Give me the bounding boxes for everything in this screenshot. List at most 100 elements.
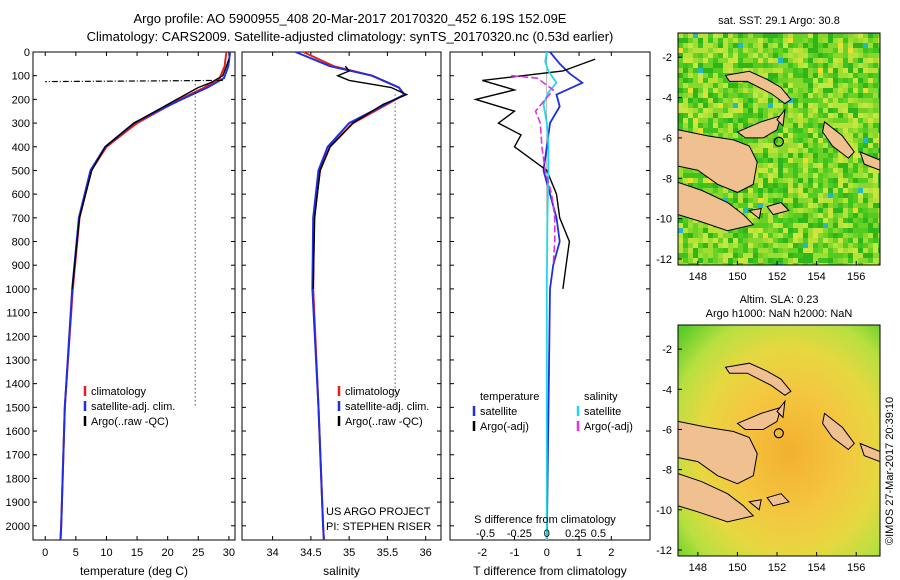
sst-cell — [753, 33, 758, 38]
sst-cell — [813, 248, 818, 253]
sst-cell — [808, 33, 813, 38]
sst-cell — [763, 213, 768, 218]
sst-cell — [753, 178, 758, 183]
sst-cell — [853, 218, 858, 223]
sst-cell — [733, 43, 738, 48]
sst-cell — [873, 208, 878, 213]
sst-cell — [718, 233, 723, 238]
sst-cell — [688, 228, 693, 233]
sst-cell — [803, 93, 808, 98]
sst-cell — [778, 133, 783, 138]
sst-cell — [733, 103, 738, 108]
land-mass — [776, 399, 786, 419]
sst-cell — [753, 228, 758, 233]
sst-cell — [803, 143, 808, 148]
sst-cell — [868, 183, 873, 188]
sst-cell — [763, 243, 768, 248]
sst-cell — [788, 168, 793, 173]
sst-cell — [703, 228, 708, 233]
sst-cell — [773, 153, 778, 158]
sst-cell — [728, 108, 733, 113]
sst-cell — [878, 213, 880, 218]
sst-cell — [813, 253, 818, 258]
sst-cell — [868, 43, 873, 48]
sst-cell — [833, 68, 838, 73]
sst-cell — [843, 133, 848, 138]
sst-cell — [873, 133, 878, 138]
sst-cell — [878, 73, 880, 78]
sst-cell — [693, 123, 698, 128]
sst-cell — [763, 113, 768, 118]
sst-cell — [828, 168, 833, 173]
sst-cell — [693, 48, 698, 53]
legend-label: Argo(..raw -QC) — [345, 416, 423, 428]
sst-cell — [773, 238, 778, 243]
sst-cell — [783, 143, 788, 148]
sst-cell — [823, 218, 828, 223]
sst-cell — [853, 183, 858, 188]
sst-cell — [798, 218, 803, 223]
sst-cell — [773, 263, 778, 265]
sst-cell — [738, 228, 743, 233]
sst-cell — [703, 78, 708, 83]
sst-cell — [783, 198, 788, 203]
sst-cell — [833, 193, 838, 198]
sst-cell — [768, 263, 773, 265]
sst-cell — [708, 123, 713, 128]
sst-cell — [863, 138, 868, 143]
sst-cell — [803, 243, 808, 248]
sst-cell — [873, 83, 878, 88]
sst-cell — [838, 248, 843, 253]
sst-cell — [733, 133, 738, 138]
x-tick-label: 30 — [223, 547, 235, 559]
sst-cell — [823, 253, 828, 258]
sst-cell — [708, 38, 713, 43]
sst-cell — [708, 83, 713, 88]
sst-cell — [798, 168, 803, 173]
sst-cell — [768, 248, 773, 253]
sst-cell — [843, 158, 848, 163]
sst-cell — [868, 113, 873, 118]
sst-cell — [858, 118, 863, 123]
sst-cell — [773, 68, 778, 73]
sst-cell — [838, 53, 843, 58]
sst-cell — [693, 178, 698, 183]
sst-cell — [768, 68, 773, 73]
map-x-tick-label: 148 — [689, 271, 707, 283]
sst-cell — [773, 258, 778, 263]
sst-cell — [808, 53, 813, 58]
sst-cell — [823, 83, 828, 88]
sst-cell — [753, 63, 758, 68]
sst-cell — [808, 198, 813, 203]
sst-cell — [798, 178, 803, 183]
sst-cell — [803, 213, 808, 218]
sst-cell — [788, 33, 793, 38]
sst-cell — [833, 88, 838, 93]
sst-cell — [718, 38, 723, 43]
sst-cell — [838, 68, 843, 73]
land-mass — [822, 412, 855, 451]
sst-cell — [793, 173, 798, 178]
sst-cell — [773, 163, 778, 168]
x-tick-label: 35.5 — [377, 547, 398, 559]
sst-cell — [758, 73, 763, 78]
sst-cell — [788, 153, 793, 158]
sal-tick-label: -0.5 — [476, 528, 495, 540]
sst-cell — [793, 83, 798, 88]
sst-cell — [738, 208, 743, 213]
sst-cell — [818, 193, 823, 198]
sst-cell — [823, 228, 828, 233]
sst-cell — [798, 253, 803, 258]
sst-cell — [788, 203, 793, 208]
sst-cell — [768, 58, 773, 63]
sst-cell — [728, 68, 733, 73]
sst-cell — [798, 98, 803, 103]
map-y-tick-label: -6 — [662, 424, 672, 436]
sst-cell — [728, 88, 733, 93]
sst-cell — [828, 123, 833, 128]
sst-cell — [843, 253, 848, 258]
sst-cell — [738, 58, 743, 63]
land-mass — [724, 362, 792, 396]
sst-cell — [748, 238, 753, 243]
